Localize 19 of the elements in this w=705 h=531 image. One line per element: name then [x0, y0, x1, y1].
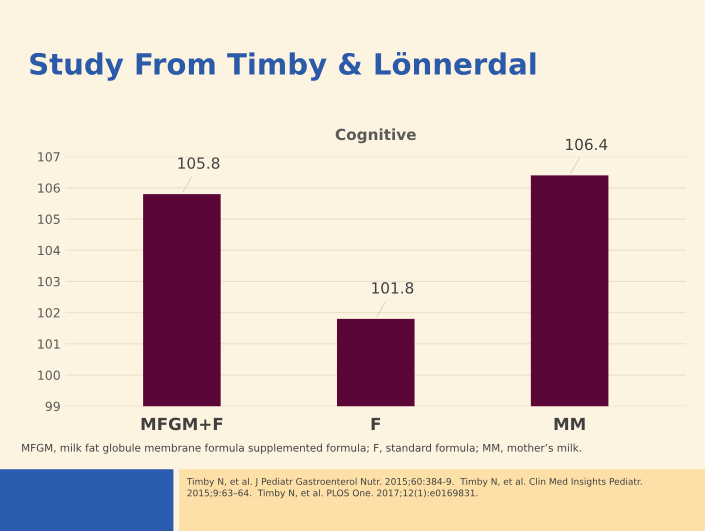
- y-tick-label: 107: [38, 152, 60, 162]
- y-tick-label: 103: [38, 276, 60, 286]
- chart-subtitle: Cognitive: [336, 128, 416, 144]
- x-tick-label: MM: [554, 418, 585, 430]
- text: MFGM, milk fat globule membrane formula supplemented formula; F, standard formula; MM, mother’s milk.: [22, 444, 581, 454]
- chart-title: Study From Timby & Lönnerdal: [30, 52, 536, 81]
- y-tick-label: 100: [38, 370, 60, 380]
- y-tick-label: 102: [38, 308, 60, 318]
- x-tick-label: F: [372, 418, 380, 430]
- y-tick-label: 104: [38, 246, 60, 256]
- y-tick-label: 106: [38, 183, 60, 193]
- y-tick-label: 105: [38, 214, 60, 224]
- y-tick-label: 99: [46, 402, 60, 412]
- y-tick-label: 101: [38, 339, 60, 349]
- data-label: 106.4: [566, 138, 608, 150]
- data-label: 105.8: [178, 157, 220, 169]
- text: Timby N, et al. J Pediatr Gastroenterol Nutr. 2015;60:384-9. Timby N, et al. Clin Med Insights Pediatr. 2015;9:63–64. Timby N, et al. PLOS One. 2017;12(1):e0169831.: [186, 478, 642, 498]
- data-label: 101.8: [372, 282, 414, 294]
- x-tick-label: MFGM+F: [142, 418, 222, 430]
